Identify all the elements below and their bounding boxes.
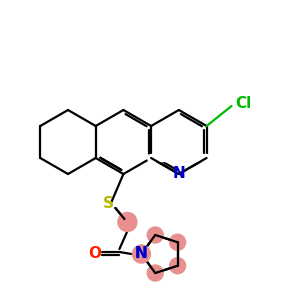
- Circle shape: [132, 245, 150, 263]
- Text: S: S: [103, 196, 114, 211]
- Circle shape: [147, 227, 163, 243]
- Circle shape: [169, 258, 186, 274]
- Circle shape: [169, 234, 186, 250]
- Text: N: N: [135, 247, 148, 262]
- Circle shape: [147, 265, 163, 281]
- Text: N: N: [172, 167, 185, 182]
- Text: N: N: [135, 247, 148, 262]
- Circle shape: [118, 212, 137, 232]
- Text: Cl: Cl: [236, 95, 252, 110]
- Text: O: O: [88, 245, 101, 260]
